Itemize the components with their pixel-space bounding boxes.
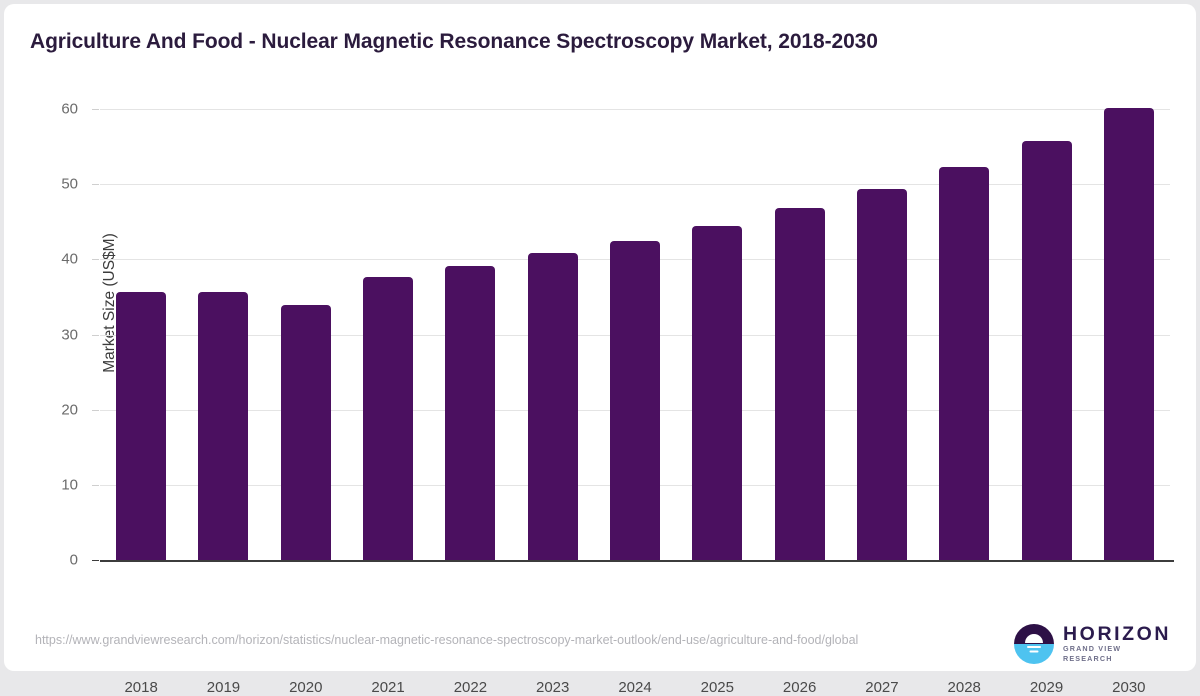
bar[interactable]	[939, 166, 990, 560]
x-tick-label: 2018	[124, 679, 158, 696]
y-tick-mark	[92, 184, 99, 186]
x-tick-label: 2022	[453, 679, 488, 696]
x-tick-label: 2028	[947, 679, 981, 696]
x-tick-label: 2023	[536, 679, 570, 696]
y-tick-mark	[92, 409, 99, 411]
y-tick-label: 30	[61, 326, 78, 343]
plot-area: Market Size (US$M) 0 10 20 30 40 50 60 2018 201…	[61, 101, 1170, 696]
x-axis-line	[100, 560, 1174, 562]
horizon-logo-text: HORIZON GRAND VIEW RESEARCH	[1063, 624, 1171, 664]
y-tick-mark	[92, 109, 99, 110]
bar[interactable]	[774, 208, 825, 560]
gridline	[100, 109, 1170, 110]
bar[interactable]	[527, 253, 578, 560]
horizon-logo-icon	[1013, 623, 1055, 665]
x-tick-label: 2027	[865, 679, 899, 696]
bar[interactable]	[280, 305, 331, 560]
bar[interactable]	[445, 266, 496, 560]
source-url[interactable]: https://www.grandviewresearch.com/horizo…	[35, 633, 859, 647]
x-tick-label: 2029	[1029, 679, 1064, 696]
bar[interactable]	[116, 292, 167, 560]
bar[interactable]	[198, 292, 249, 560]
x-tick-label: 2019	[206, 679, 241, 696]
bar[interactable]	[1103, 107, 1154, 560]
horizon-wordmark: HORIZON	[1063, 623, 1172, 645]
y-tick-mark	[92, 560, 99, 561]
bar[interactable]	[610, 240, 660, 560]
x-tick-label: 2021	[371, 679, 405, 696]
x-tick-label: 2024	[618, 679, 652, 696]
gridline	[100, 184, 1170, 186]
y-tick-mark	[92, 484, 99, 486]
y-tick-mark	[92, 259, 99, 261]
bar[interactable]	[692, 225, 743, 560]
bar-chart: Market Size (US$M) 0 10 20 30 40 50 60 2018 201…	[4, 4, 1196, 696]
y-tick-label: 40	[61, 250, 78, 268]
y-tick-mark	[92, 334, 99, 336]
y-tick-label: 20	[61, 401, 78, 419]
x-tick-label: 2030	[1112, 679, 1146, 696]
bar[interactable]	[363, 276, 414, 560]
x-tick-label: 2026	[782, 679, 817, 696]
horizon-logo[interactable]: HORIZON GRAND VIEW RESEARCH	[1013, 621, 1169, 667]
y-tick-label: 10	[61, 476, 78, 494]
bar[interactable]	[856, 189, 907, 560]
horizon-tagline: GRAND VIEW RESEARCH	[1063, 644, 1122, 663]
y-tick-label: 0	[69, 551, 78, 569]
x-tick-label: 2025	[700, 679, 734, 696]
bar[interactable]	[1021, 140, 1072, 560]
x-tick-label: 2020	[289, 679, 323, 696]
y-tick-label: 50	[61, 175, 78, 193]
chart-card: Agriculture And Food - Nuclear Magnetic …	[4, 4, 1196, 696]
chart-title: Agriculture And Food - Nuclear Magnetic …	[30, 30, 878, 53]
y-tick-label: 60	[61, 100, 78, 118]
